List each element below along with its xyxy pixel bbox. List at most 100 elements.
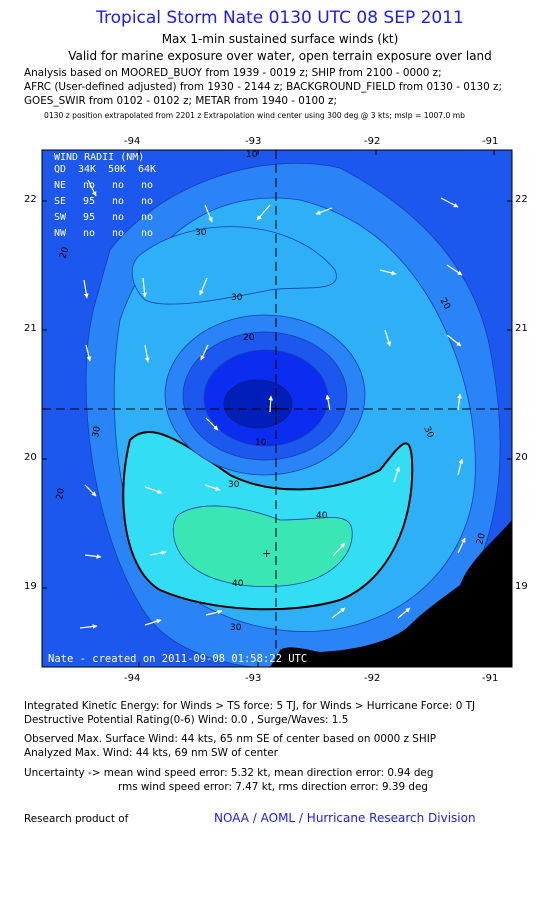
legend-row-nw-q: NW — [54, 228, 67, 239]
legend-row-ne-q: NE — [54, 180, 66, 191]
dpr-text: Destructive Potential Rating(0-6) Wind: … — [24, 714, 349, 726]
wind-vector — [142, 277, 147, 298]
wind-vector — [325, 394, 331, 411]
contour-label-30-bottom: 30 — [230, 623, 242, 633]
contour-label-30-northeast: 30 — [231, 293, 243, 303]
contour-label-30-west: 30 — [91, 425, 103, 438]
wind-vector — [87, 179, 97, 197]
uncertainty-line-1: Uncertainty -> mean wind speed error: 5.… — [24, 767, 434, 779]
lon-tick-bottom-94: -94 — [124, 673, 141, 684]
land-coast-east — [470, 545, 512, 584]
wind-vector — [149, 550, 167, 556]
wind-vector — [204, 484, 221, 491]
storm-center-marker: + — [270, 401, 282, 417]
uncertainty-line-2: rms wind speed error: 7.47 kt, rms direc… — [118, 781, 428, 793]
wind-vector — [457, 393, 462, 411]
wind-vector — [332, 542, 346, 557]
lon-tick-bottom-93: -93 — [245, 673, 262, 684]
analysis-line-2: AFRC (User-defined adjusted) from 1930 -… — [24, 81, 502, 93]
legend-col-34k: 34K — [78, 164, 96, 175]
wind-vector — [84, 554, 102, 559]
wind-vector — [457, 537, 466, 554]
contour-label-20-core: 20 — [243, 333, 255, 343]
legend-row-nw-50: no — [112, 228, 124, 239]
wind-band-40kt — [172, 505, 353, 587]
legend-row-nw-64: no — [141, 228, 153, 239]
wind-vector — [85, 344, 92, 362]
storm-eye — [223, 379, 293, 429]
wind-vector — [144, 618, 162, 626]
wind-field-map: + + 10 20 30 30 20 30 10 30 40 40 30 20 … — [41, 149, 513, 668]
contour-label-20-southeast: 20 — [475, 532, 488, 546]
max-wind-marker: + — [262, 547, 271, 560]
lat-tick-left-21: 21 — [24, 323, 37, 334]
wind-vector — [440, 197, 459, 208]
lon-tick-top-92: -92 — [364, 136, 381, 147]
contour-label-20-southwest: 20 — [55, 487, 67, 500]
wind-vector — [200, 344, 209, 361]
lat-tick-right-21: 21 — [515, 323, 528, 334]
wind-vector — [268, 395, 274, 413]
wind-vector — [397, 607, 411, 619]
observed-max-wind: Observed Max. Surface Wind: 44 kts, 65 n… — [24, 733, 437, 745]
analysis-line-1: Analysis based on MOORED_BUOY from 1939 … — [24, 67, 442, 79]
analyzed-max-wind: Analyzed Max. Wind: 44 kts, 69 nm SW of … — [24, 747, 278, 759]
map-credit-line: Nate - created on 2011-09-08 01:58:22 UT… — [48, 653, 307, 665]
legend-row-sw-64: no — [141, 212, 153, 223]
lon-tick-bottom-91: -91 — [482, 673, 499, 684]
wind-vector — [446, 334, 462, 347]
analysis-line-3: GOES_SWIR from 0102 - 0102 z; METAR from… — [24, 95, 338, 107]
legend-col-50k: 50K — [108, 164, 126, 175]
lat-tick-left-19: 19 — [24, 581, 37, 592]
legend-col-qd: QD — [54, 164, 66, 175]
legend-row-sw-50: no — [112, 212, 124, 223]
position-note: 0130 z position extrapolated from 2201 z… — [44, 111, 465, 120]
wind-vector — [384, 329, 392, 347]
contour-label-40-south: 40 — [232, 579, 244, 589]
legend-row-ne-34: no — [83, 180, 95, 191]
page-title: Tropical Storm Nate 0130 UTC 08 SEP 2011 — [96, 8, 464, 28]
legend-row-sw-q: SW — [54, 212, 67, 223]
wind-band-30kt-north — [131, 226, 337, 305]
research-product-label: Research product of — [24, 813, 129, 825]
legend-row-ne-50: no — [112, 180, 124, 191]
wind-vector — [79, 624, 98, 629]
contour-label-10-core: 10 — [255, 438, 267, 448]
wind-vector — [331, 607, 346, 619]
legend-row-ne-64: no — [141, 180, 153, 191]
lat-tick-right-20: 20 — [515, 452, 528, 463]
lat-tick-left-22: 22 — [24, 194, 37, 205]
wind-vector — [84, 484, 97, 497]
lon-tick-top-91: -91 — [482, 136, 499, 147]
map-frame — [41, 149, 513, 668]
wind-vector — [256, 204, 271, 221]
subtitle-max-wind: Max 1-min sustained surface winds (kt) — [161, 32, 399, 46]
wind-vector — [446, 264, 463, 276]
contour-label-20-west: 20 — [58, 246, 71, 260]
ike-text: Integrated Kinetic Energy: for Winds > T… — [24, 700, 476, 712]
lat-tick-right-19: 19 — [515, 581, 528, 592]
legend-title: WIND RADII (NM) — [54, 152, 144, 163]
wind-vector — [144, 486, 163, 494]
wind-vector — [315, 207, 333, 215]
legend-col-64k: 64K — [138, 164, 156, 175]
wind-vector — [379, 269, 397, 276]
contour-label-30-south: 30 — [228, 480, 240, 490]
wind-vector — [83, 279, 89, 299]
lat-tick-right-22: 22 — [515, 194, 528, 205]
legend-row-se-q: SE — [54, 196, 66, 207]
legend-row-sw-34: 95 — [83, 212, 95, 223]
land-mexico — [270, 520, 512, 667]
contour-label-30-north: 30 — [195, 228, 207, 238]
lon-tick-top-94: -94 — [124, 136, 141, 147]
wind-radii-legend: WIND RADII (NM) QD 34K 50K 64K NE no no … — [54, 152, 156, 239]
legend-row-se-34: 95 — [83, 196, 95, 207]
wind-vector — [205, 609, 223, 616]
lat-tick-left-20: 20 — [24, 452, 37, 463]
lon-tick-top-93: -93 — [245, 136, 262, 147]
contour-label-10-top: 10 — [246, 150, 258, 160]
legend-row-se-64: no — [141, 196, 153, 207]
subtitle-exposure: Valid for marine exposure over water, op… — [68, 49, 492, 63]
wind-vector — [205, 417, 219, 431]
wind-vector — [199, 277, 208, 296]
